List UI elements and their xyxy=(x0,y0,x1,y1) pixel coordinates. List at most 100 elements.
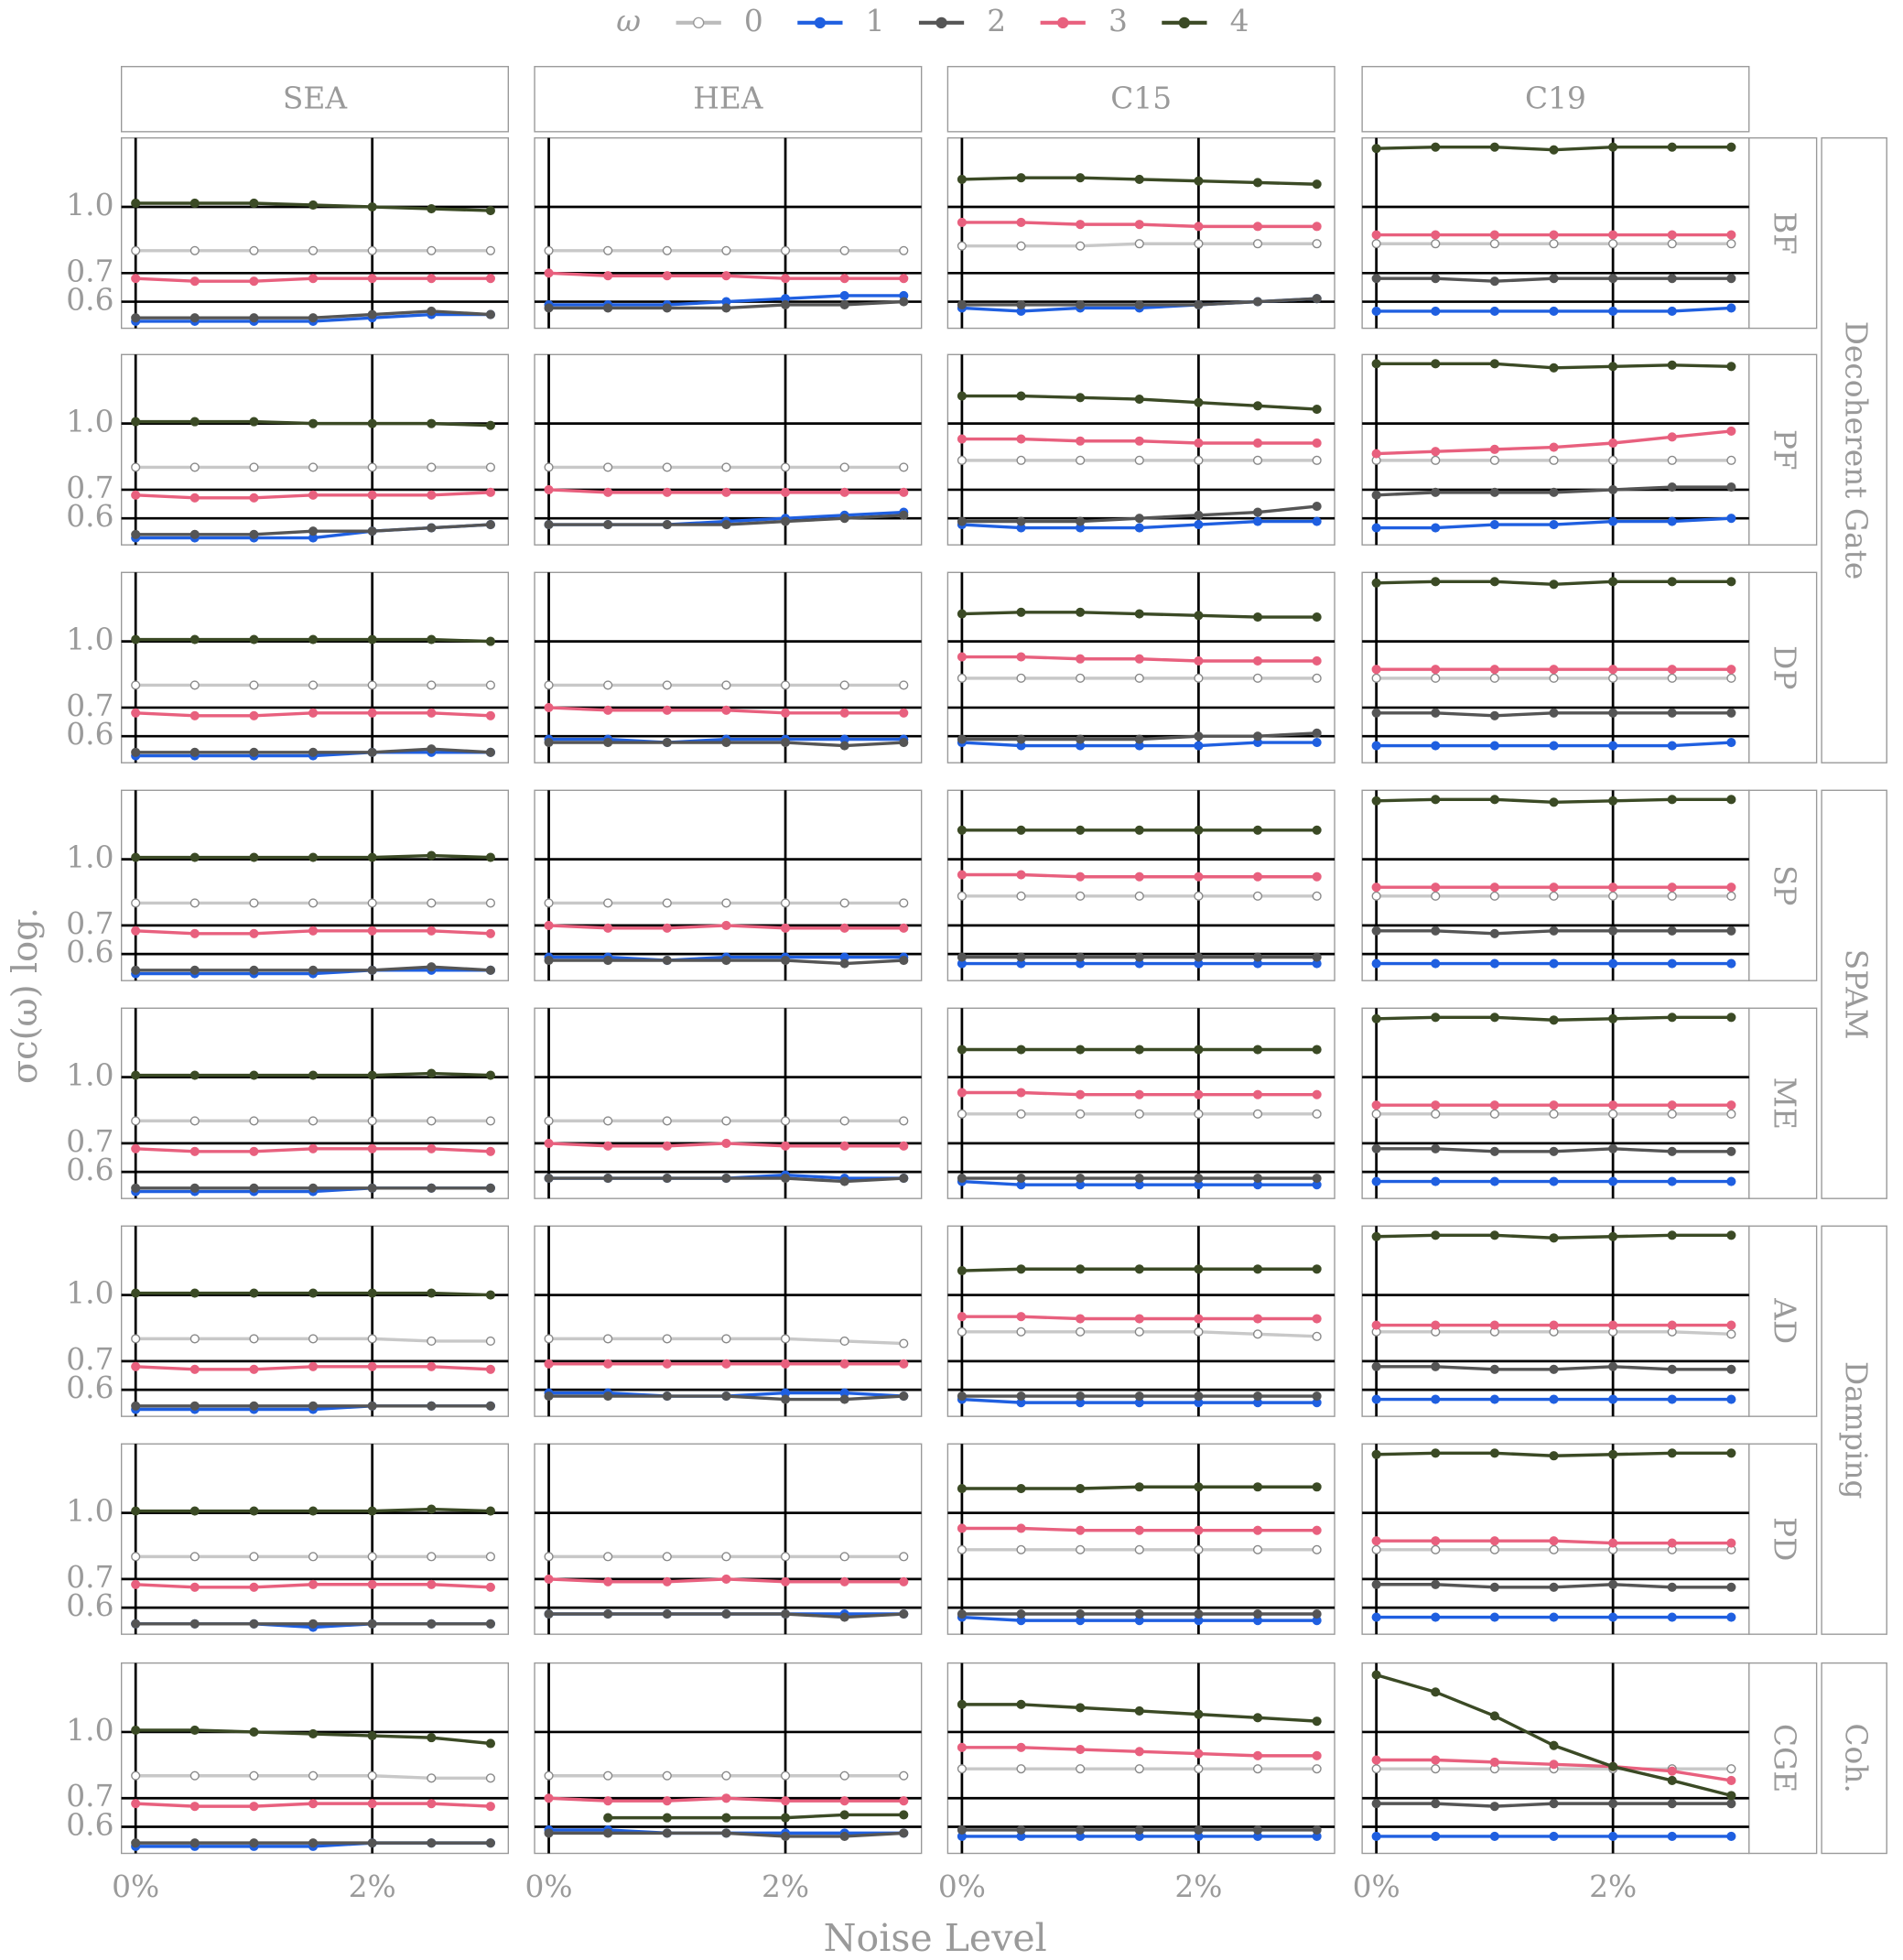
point xyxy=(1489,487,1499,497)
x-tick-label: 2% xyxy=(762,1869,809,1904)
point xyxy=(308,1799,319,1809)
point xyxy=(662,462,672,472)
point xyxy=(1134,1264,1144,1274)
point xyxy=(721,303,731,313)
y-tick-label: 0.7 xyxy=(66,1342,114,1377)
point xyxy=(899,737,909,748)
point xyxy=(1134,436,1144,446)
point xyxy=(367,1361,377,1371)
point xyxy=(603,1116,613,1126)
point xyxy=(249,1116,259,1126)
point xyxy=(780,1334,791,1344)
y-tick-label: 0.6 xyxy=(66,1153,114,1187)
point xyxy=(1667,516,1677,526)
point xyxy=(189,1070,200,1080)
point xyxy=(1667,795,1677,805)
point xyxy=(899,1173,909,1184)
y-tick-label: 0.7 xyxy=(66,1124,114,1159)
point xyxy=(603,1770,613,1781)
point xyxy=(957,870,967,880)
point xyxy=(1726,239,1736,249)
y-tick-label: 1.0 xyxy=(66,188,114,222)
point xyxy=(1489,958,1499,969)
point xyxy=(1312,1750,1322,1760)
column-strip xyxy=(120,66,509,133)
point xyxy=(427,1068,437,1078)
point xyxy=(603,520,613,530)
point xyxy=(1371,1013,1381,1023)
point xyxy=(899,1828,909,1838)
point xyxy=(721,1793,731,1803)
point xyxy=(1076,1483,1086,1494)
point xyxy=(367,201,377,212)
row-strip xyxy=(1748,1662,1818,1855)
point xyxy=(367,1838,377,1848)
row-label: SP xyxy=(1768,865,1802,906)
point xyxy=(308,1361,319,1371)
point xyxy=(1549,442,1559,452)
point xyxy=(1194,299,1204,310)
point xyxy=(780,1813,791,1823)
point xyxy=(367,1143,377,1153)
point xyxy=(485,309,495,319)
point xyxy=(544,268,554,278)
point xyxy=(721,1770,731,1781)
point xyxy=(1726,514,1736,524)
point xyxy=(1667,665,1677,675)
point xyxy=(662,1116,672,1126)
point xyxy=(189,1146,200,1156)
point xyxy=(1667,142,1677,152)
point xyxy=(1608,665,1618,675)
point xyxy=(1489,1364,1499,1374)
point xyxy=(1431,673,1441,683)
point xyxy=(1194,455,1204,465)
point xyxy=(1194,239,1204,249)
point xyxy=(1489,276,1499,287)
point xyxy=(1608,673,1618,683)
point xyxy=(1134,299,1144,310)
point xyxy=(1608,1013,1618,1023)
point xyxy=(1312,1089,1322,1099)
point xyxy=(249,965,259,975)
point xyxy=(839,1552,849,1562)
panel xyxy=(946,136,1335,330)
point xyxy=(1726,455,1736,465)
row-label: PD xyxy=(1768,1517,1802,1561)
point xyxy=(899,1552,909,1562)
point xyxy=(957,609,967,619)
point xyxy=(1194,1764,1204,1774)
row-label: BF xyxy=(1768,211,1802,254)
point xyxy=(780,1608,791,1619)
point xyxy=(189,747,200,757)
point xyxy=(131,313,141,323)
point xyxy=(1194,872,1204,882)
point xyxy=(308,418,319,428)
point xyxy=(544,1138,554,1148)
point xyxy=(1431,1544,1441,1554)
point xyxy=(1667,274,1677,284)
point xyxy=(1252,1608,1263,1619)
point xyxy=(1608,362,1618,372)
point xyxy=(308,708,319,718)
point xyxy=(308,1070,319,1080)
point xyxy=(1371,891,1381,901)
legend-label: 4 xyxy=(1230,4,1249,38)
point xyxy=(721,898,731,908)
point xyxy=(1489,1146,1499,1156)
point xyxy=(1312,179,1322,190)
point xyxy=(662,1770,672,1781)
point xyxy=(1608,1109,1618,1119)
column-label: SEA xyxy=(283,81,348,116)
y-tick-label: 0.7 xyxy=(66,1779,114,1814)
point xyxy=(1371,1143,1381,1153)
panel xyxy=(946,1443,1335,1635)
point xyxy=(131,1838,141,1848)
point xyxy=(1667,708,1677,718)
point xyxy=(1608,516,1618,526)
point xyxy=(131,1552,141,1562)
point xyxy=(1726,577,1736,587)
point xyxy=(1726,1100,1736,1110)
point xyxy=(1667,482,1677,493)
point xyxy=(1371,796,1381,806)
point xyxy=(957,1825,967,1835)
